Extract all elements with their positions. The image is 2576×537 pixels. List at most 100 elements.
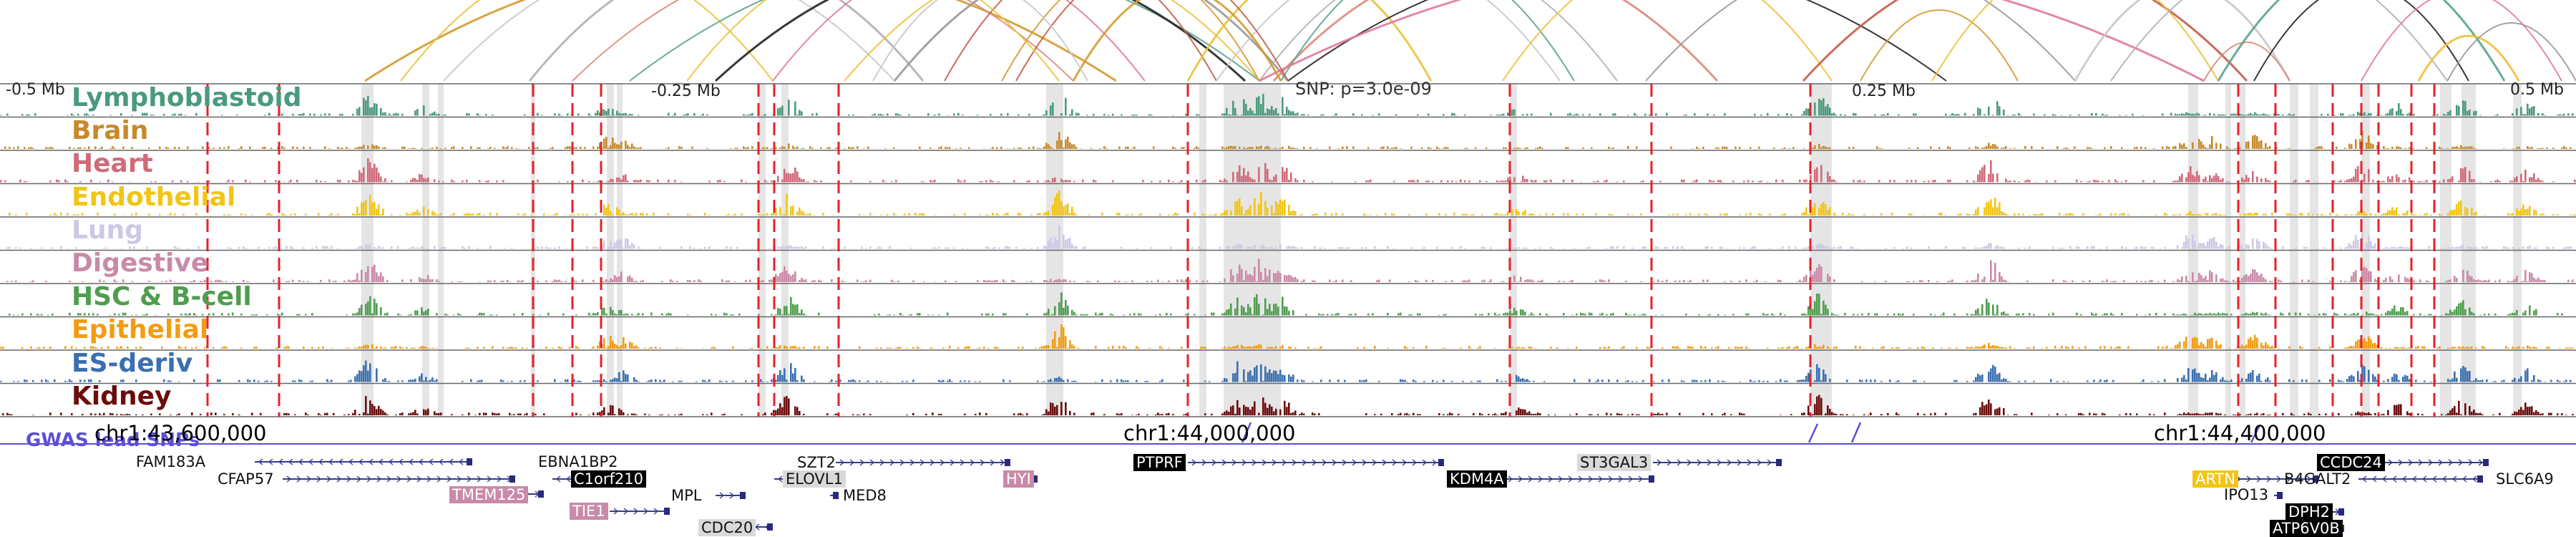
signal-bar	[790, 245, 792, 249]
signal-bar	[1155, 314, 1157, 316]
signal-bar	[2181, 247, 2183, 249]
signal-bar	[1533, 281, 1535, 282]
signal-bar	[316, 246, 318, 249]
signal-bar	[1683, 248, 1685, 249]
signal-bar	[1264, 402, 1267, 415]
signal-bar	[2293, 380, 2295, 382]
signal-bar	[1503, 180, 1505, 183]
signal-bar	[1299, 414, 1301, 415]
signal-bar	[1264, 112, 1267, 116]
signal-bar	[2314, 348, 2316, 349]
signal-bar	[1996, 245, 1999, 249]
signal-bar	[1988, 372, 1990, 382]
signal-bar	[2544, 115, 2546, 116]
signal-bar	[2290, 214, 2293, 216]
signal-bar	[2518, 211, 2520, 216]
signal-bar	[337, 213, 339, 216]
signal-bar	[485, 180, 487, 183]
signal-bar	[283, 181, 286, 183]
signal-bar	[2565, 246, 2567, 249]
signal-bar	[1475, 147, 1477, 149]
signal-bar	[2361, 364, 2363, 382]
signal-bar	[1232, 146, 1234, 149]
signal-bar	[421, 278, 423, 282]
signal-bar	[1264, 268, 1267, 282]
signal-bar	[1245, 175, 1247, 183]
signal-bar	[1056, 377, 1058, 382]
signal-bar	[2565, 379, 2567, 382]
signal-bar	[34, 113, 36, 116]
signal-bar	[623, 314, 625, 316]
signal-bar	[2026, 280, 2029, 282]
signal-bar	[1063, 234, 1065, 249]
signal-bar	[618, 177, 620, 183]
signal-bar	[311, 347, 313, 349]
signal-bar	[391, 115, 393, 116]
signal-bar	[2187, 368, 2190, 382]
signal-bar	[2477, 413, 2479, 415]
signal-bar	[1805, 314, 1807, 316]
signal-bar	[612, 379, 614, 382]
signal-bar	[1172, 414, 1174, 415]
signal-bar	[47, 314, 49, 316]
signal-bar	[930, 180, 932, 183]
signal-bar	[120, 379, 122, 382]
signal-bar	[781, 215, 784, 216]
signal-bar	[17, 314, 19, 316]
signal-bar	[1711, 180, 1713, 183]
signal-bar	[1722, 414, 1724, 415]
signal-bar	[1833, 247, 1835, 249]
signal-bar	[1198, 114, 1200, 116]
signal-bar	[2245, 312, 2248, 316]
signal-bar	[1292, 111, 1294, 116]
signal-bar	[1571, 314, 1574, 316]
signal-bar	[1563, 313, 1565, 316]
signal-bar	[2134, 247, 2136, 249]
signal-bar	[1911, 180, 1913, 183]
signal-bar	[921, 213, 923, 216]
signal-bar	[880, 113, 882, 116]
signal-bar	[895, 112, 897, 116]
signal-bar	[1981, 147, 1984, 149]
signal-bar	[2183, 374, 2185, 382]
signal-bar	[2503, 379, 2505, 382]
signal-bar	[1050, 279, 1052, 282]
signal-bar	[1226, 147, 1228, 149]
signal-bar	[2385, 114, 2387, 116]
signal-bar	[1754, 113, 1756, 116]
signal-bar	[1812, 147, 1814, 149]
signal-bar	[2387, 311, 2389, 316]
signal-bar	[638, 147, 640, 149]
signal-bar	[459, 314, 462, 316]
signal-bar	[2194, 114, 2196, 116]
signal-bar	[2462, 346, 2464, 349]
signal-bar	[792, 274, 794, 282]
signal-bar	[2436, 114, 2439, 116]
signal-bar	[1103, 414, 1106, 415]
signal-bar	[2426, 213, 2428, 216]
signal-bar	[638, 180, 640, 183]
signal-bar	[1063, 379, 1065, 382]
signal-bar	[1795, 246, 1797, 249]
signal-bar	[1303, 413, 1305, 415]
signal-bar	[1818, 143, 1820, 149]
signal-bar	[2363, 211, 2366, 216]
signal-bar	[899, 114, 902, 116]
signal-bar	[2404, 347, 2406, 349]
signal-bar	[625, 140, 627, 149]
signal-bar	[1374, 414, 1376, 415]
signal-bar	[1511, 109, 1513, 116]
signal-bar	[258, 246, 260, 249]
signal-bar	[2145, 147, 2147, 149]
signal-bar	[2370, 313, 2372, 316]
signal-bar	[784, 266, 786, 282]
signal-bar	[2172, 180, 2175, 183]
signal-bar	[616, 277, 618, 282]
signal-bar	[277, 248, 279, 249]
signal-bar	[485, 412, 487, 415]
signal-bar	[2529, 205, 2531, 216]
signal-bar	[1142, 180, 1144, 183]
signal-bar	[2318, 314, 2321, 316]
signal-bar	[427, 248, 429, 249]
signal-bar	[494, 280, 496, 282]
